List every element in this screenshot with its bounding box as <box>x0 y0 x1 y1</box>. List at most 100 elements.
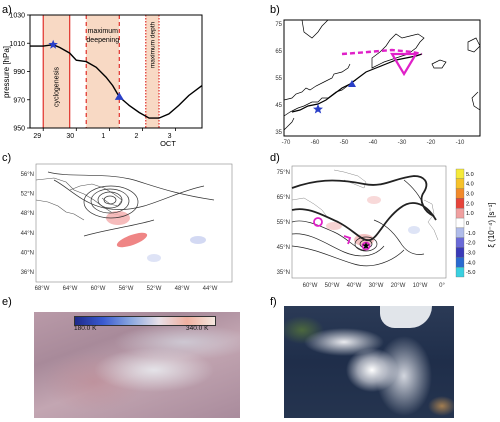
colorbar-tick-5: 0 <box>466 221 469 227</box>
colorbar-tick-3: 2.0 <box>466 201 474 207</box>
colorbar-tick-1: 4.0 <box>466 182 474 188</box>
ir-colorbar <box>74 316 216 326</box>
phase-label-0: cyclogenesis <box>53 66 60 107</box>
colorbar-tick-4: 1.0 <box>466 211 474 217</box>
lon-tick-label-4: 52°W <box>147 286 162 292</box>
lat-tick-label-4: 35 <box>275 130 282 136</box>
lat-tick-label-4: 35°N <box>277 270 290 276</box>
colorbar-cell-8 <box>455 247 465 258</box>
lon-tick-label-3: 56°W <box>119 286 134 292</box>
map-c-frame <box>35 163 233 283</box>
y-tick-label-1: 970 <box>13 97 25 104</box>
panel-label-a: a) <box>2 4 12 16</box>
panel-label-d: d) <box>270 152 280 164</box>
map-d-coastline <box>291 169 439 241</box>
triangle-marker-a <box>114 92 124 100</box>
map-d-frame <box>291 165 447 279</box>
blue-triangle-marker <box>348 80 356 87</box>
phase-label-2: maximum depth <box>149 22 156 69</box>
lon-tick-label-5: 48°W <box>175 286 190 292</box>
lat-tick-label-2: 55°N <box>277 220 290 226</box>
phase-label-1-line-0: maximum <box>88 28 119 35</box>
lat-tick-label-4: 40°N <box>21 250 34 256</box>
magenta-triangle-marker <box>390 52 418 77</box>
vorticity-colorbar: 5.0 4.0 3.0 2.0 1.0 0 -1.0 -2.0 -3.0 -4.0 -5.0 ξ (… <box>455 168 496 278</box>
colorbar-tick-10: -5.0 <box>466 270 475 276</box>
lon-tick-label-5: -20 <box>427 140 436 146</box>
ir-colorbar-min-label: 180.0 K <box>74 325 97 332</box>
greenland-ice <box>380 306 432 328</box>
colorbar-cell-1 <box>455 178 465 189</box>
colorbar-cell-0 <box>455 168 465 179</box>
colorbar-tick-2: 3.0 <box>466 192 474 198</box>
magenta-trajectory-markers <box>313 217 371 251</box>
star-marker-a <box>48 39 58 49</box>
lat-tick-label-3: 45 <box>275 103 282 109</box>
x-axis-month-label: OCT <box>160 139 176 148</box>
lon-tick-label-2: 60°W <box>91 286 106 292</box>
lat-tick-label-1: 65°N <box>277 195 290 201</box>
y-tick-label-0: 950 <box>13 126 25 133</box>
colorbar-cell-7 <box>455 237 465 248</box>
colorbar-tick-8: -3.0 <box>466 250 475 256</box>
infrared-satellite-image: 180.0 K 340.0 K <box>34 312 240 418</box>
vorticity-map-d: 60°W 50°W 40°W 30°W 20°W 10°W 0° 75°N 65°N 55°N 4… <box>277 165 447 289</box>
lat-tick-label-0: 56°N <box>21 172 34 178</box>
colorbar-cell-2 <box>455 188 465 199</box>
colorbar-cell-6 <box>455 227 465 238</box>
y-tick-label-3: 1010 <box>9 41 25 48</box>
lat-tick-label-0: 75 <box>275 22 282 28</box>
lon-tick-label-6: -10 <box>456 140 465 146</box>
colorbar-tick-6: -1.0 <box>466 231 475 237</box>
negative-vorticity-blob-2 <box>147 254 161 262</box>
lat-tick-label-3: 45°N <box>277 245 290 251</box>
colorbar-label: ξ (10⁻⁴) [s⁻¹] <box>487 202 496 247</box>
lon-tick-label-2: 40°W <box>347 283 362 289</box>
lon-tick-label-1: 50°W <box>325 283 340 289</box>
cyclone-track <box>291 53 423 113</box>
potential-vorticity-contours <box>291 175 437 267</box>
lat-tick-label-2: 55 <box>275 76 282 82</box>
phase-label-1-line-1: deepening <box>86 37 119 44</box>
negative-vorticity-blob <box>190 236 206 244</box>
pressure-line <box>30 43 203 119</box>
panel-label-b: b) <box>270 4 280 16</box>
colorbar-tick-0: 5.0 <box>466 172 474 178</box>
y-axis-label: pressure [hPa] <box>2 46 11 98</box>
lon-tick-label-6: 44°W <box>203 286 218 292</box>
lat-tick-label-2: 48°N <box>21 211 34 217</box>
colorbar-tick-7: -2.0 <box>466 241 475 247</box>
phase-shade-0 <box>43 15 70 128</box>
colorbar-cell-10 <box>455 267 465 278</box>
colorbar-cell-5 <box>455 217 465 229</box>
lat-tick-label-1: 65 <box>275 49 282 55</box>
x-tick-label-2: 1 <box>101 133 105 140</box>
lon-tick-label-2: -50 <box>340 140 349 146</box>
track-dashed-extension <box>341 48 423 56</box>
map-b-frame <box>283 19 481 137</box>
x-tick-label-3: 2 <box>135 133 139 140</box>
lat-tick-label-0: 75°N <box>277 170 290 176</box>
x-tick-label-4: 3 <box>168 133 172 140</box>
phase-shade-2 <box>145 15 159 128</box>
lon-tick-label-0: 68°W <box>35 286 50 292</box>
ir-colorbar-max-label: 340.0 K <box>186 325 209 332</box>
lon-tick-label-5: 10°W <box>413 283 428 289</box>
lon-tick-label-6: 0° <box>439 283 445 289</box>
positive-vorticity-blob <box>106 211 130 225</box>
lon-tick-label-3: -40 <box>369 140 378 146</box>
lat-tick-label-3: 44°N <box>21 231 34 237</box>
cyclone-track-map: -70 -60 -50 -40 -30 -20 -10 75 65 55 45 35 <box>275 19 481 146</box>
blue-star-marker <box>313 104 323 114</box>
panel-label-c: c) <box>2 152 12 164</box>
lat-tick-label-5: 36°N <box>21 270 34 276</box>
x-tick-label-1: 30 <box>66 133 74 140</box>
lon-tick-label-3: 30°W <box>369 283 384 289</box>
colorbar-cell-4 <box>455 208 465 219</box>
pressure-time-series-chart: cyclogenesis maximum deepening maximum dept… <box>2 13 203 148</box>
positive-vorticity-band <box>116 232 148 248</box>
panel-label-e: e) <box>2 296 12 308</box>
y-tick-label-4: 1030 <box>9 13 25 20</box>
lon-tick-label-4: 20°W <box>391 283 406 289</box>
vorticity-map-c: 68°W 64°W 60°W 56°W 52°W 48°W 44°W 56°N 52°N 48°… <box>21 163 233 292</box>
